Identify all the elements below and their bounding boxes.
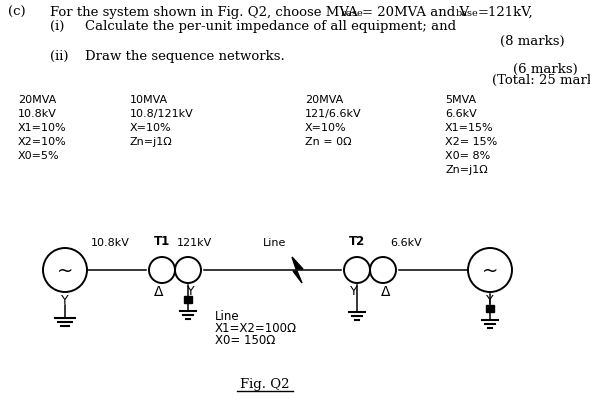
Text: Draw the sequence networks.: Draw the sequence networks. [85,50,285,63]
Text: T2: T2 [349,235,365,248]
Text: Y: Y [187,285,195,298]
Text: Fig. Q2: Fig. Q2 [240,378,290,391]
Text: 10.8kV: 10.8kV [90,238,129,248]
Text: Y: Y [350,285,358,298]
Text: base: base [341,9,364,18]
Text: 20MVA
10.8kV
X1=10%
X2=10%
X0=5%: 20MVA 10.8kV X1=10% X2=10% X0=5% [18,95,67,161]
Text: (c): (c) [8,6,25,19]
Text: base: base [456,9,478,18]
Text: For the system shown in Fig. Q2, choose MVA: For the system shown in Fig. Q2, choose … [50,6,358,19]
Text: X1=X2=100Ω: X1=X2=100Ω [215,322,297,335]
Text: 6.6kV: 6.6kV [390,238,422,248]
Bar [486,305,494,312]
Text: X0= 150Ω: X0= 150Ω [215,334,276,347]
Text: (6 marks): (6 marks) [513,63,578,76]
Polygon shape [293,271,302,283]
Text: 20MVA
121/6.6kV
X=10%
Zn = 0Ω: 20MVA 121/6.6kV X=10% Zn = 0Ω [305,95,362,147]
Text: Line: Line [263,238,287,248]
Text: ~: ~ [57,261,73,280]
Text: 121kV: 121kV [177,238,212,248]
Text: = 20MVA and V: = 20MVA and V [362,6,469,19]
Text: Δ: Δ [381,285,391,299]
Text: T1: T1 [154,235,170,248]
Text: (8 marks): (8 marks) [500,35,565,48]
Polygon shape [292,257,303,269]
Text: =121kV,: =121kV, [478,6,533,19]
Text: 10MVA
10.8/121kV
X=10%
Zn=j1Ω: 10MVA 10.8/121kV X=10% Zn=j1Ω [130,95,194,147]
Text: Y: Y [61,294,69,307]
Text: (ii): (ii) [50,50,68,63]
Text: Line: Line [215,310,240,323]
Text: ~: ~ [482,261,498,280]
Text: (i): (i) [50,20,64,33]
Text: (Total: 25 marks): (Total: 25 marks) [492,74,590,87]
Text: Δ: Δ [154,285,164,299]
Text: 5MVA
6.6kV
X1=15%
X2= 15%
X0= 8%
Zn=j1Ω: 5MVA 6.6kV X1=15% X2= 15% X0= 8% Zn=j1Ω [445,95,497,175]
Text: Calculate the per-unit impedance of all equipment; and: Calculate the per-unit impedance of all … [85,20,456,33]
Bar [184,296,192,303]
Text: Y: Y [486,294,494,307]
